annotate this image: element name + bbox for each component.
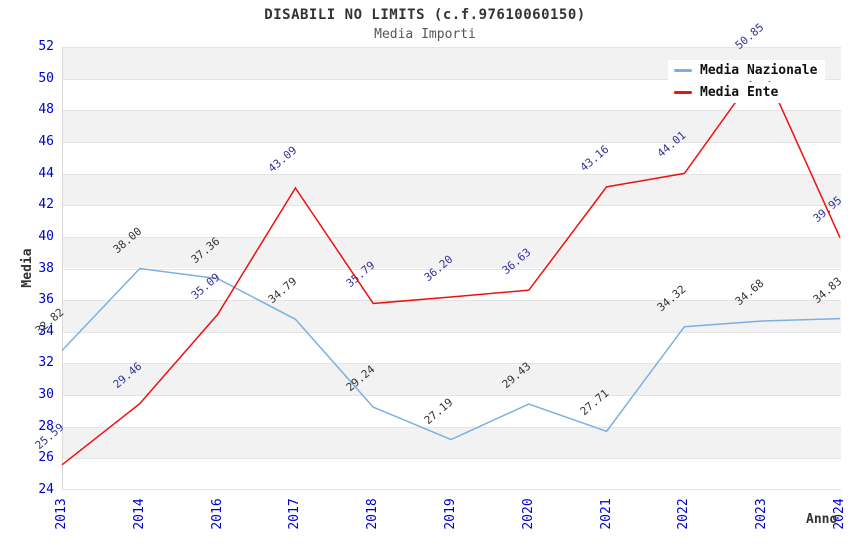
y-tick-label: 50	[38, 70, 54, 86]
y-tick-label: 34	[38, 323, 54, 339]
grid-band	[63, 236, 841, 269]
x-tick-label: 2020	[520, 498, 536, 530]
y-tick-label: 48	[38, 102, 54, 118]
y-tick-label: 46	[38, 133, 54, 149]
x-tick-label: 2016	[209, 498, 225, 530]
grid-band	[63, 268, 841, 301]
y-tick-label: 38	[38, 260, 54, 276]
series-line-media-ente	[61, 63, 841, 466]
y-tick-label: 26	[38, 450, 54, 466]
grid-band	[63, 331, 841, 364]
legend-swatch-ente-icon	[674, 91, 692, 94]
y-tick-label: 28	[38, 418, 54, 434]
grid-band	[63, 300, 841, 332]
grid-band	[63, 395, 841, 427]
x-tick-label: 2014	[131, 498, 147, 530]
grid-band	[63, 426, 841, 459]
y-tick-label: 32	[38, 355, 54, 371]
x-tick-label: 2019	[443, 498, 458, 530]
grid-band	[63, 205, 841, 237]
y-tick-label: 44	[38, 165, 54, 181]
legend-label-nazionale: Media Nazionale	[700, 63, 818, 78]
y-tick-label: 36	[38, 292, 54, 308]
x-tick-label: 2017	[287, 498, 303, 530]
series-line-media-nazionale	[61, 267, 841, 441]
legend-item-media-ente[interactable]: Media Ente	[668, 82, 826, 103]
grid-band	[63, 173, 841, 206]
chart-subtitle: Media Importi	[374, 27, 476, 42]
y-tick-label: 30	[38, 387, 54, 403]
y-tick-label: 52	[38, 39, 54, 54]
chart-title: DISABILI NO LIMITS (c.f.97610060150)	[264, 7, 586, 23]
plot-area	[62, 47, 841, 490]
y-axis-title: Media	[20, 248, 35, 288]
x-tick-label: 2022	[676, 498, 692, 530]
y-tick-label: 42	[38, 197, 54, 213]
x-axis-title: Anno	[806, 512, 838, 527]
grid-band	[63, 141, 841, 174]
x-tick-label: 2023	[754, 498, 770, 530]
legend-swatch-nazionale-icon	[674, 69, 692, 72]
y-tick-label: 24	[38, 482, 54, 497]
x-tick-label: 2018	[365, 498, 381, 530]
legend-item-media-nazionale[interactable]: Media Nazionale	[668, 60, 826, 81]
x-tick-label: 2013	[54, 498, 69, 530]
legend-label-ente: Media Ente	[700, 85, 779, 100]
y-tick-label: 40	[38, 228, 54, 244]
x-tick-label: 2021	[598, 498, 614, 530]
grid-band	[63, 458, 841, 490]
grid-band	[63, 363, 841, 396]
legend: Media Nazionale Media Ente	[668, 60, 826, 104]
